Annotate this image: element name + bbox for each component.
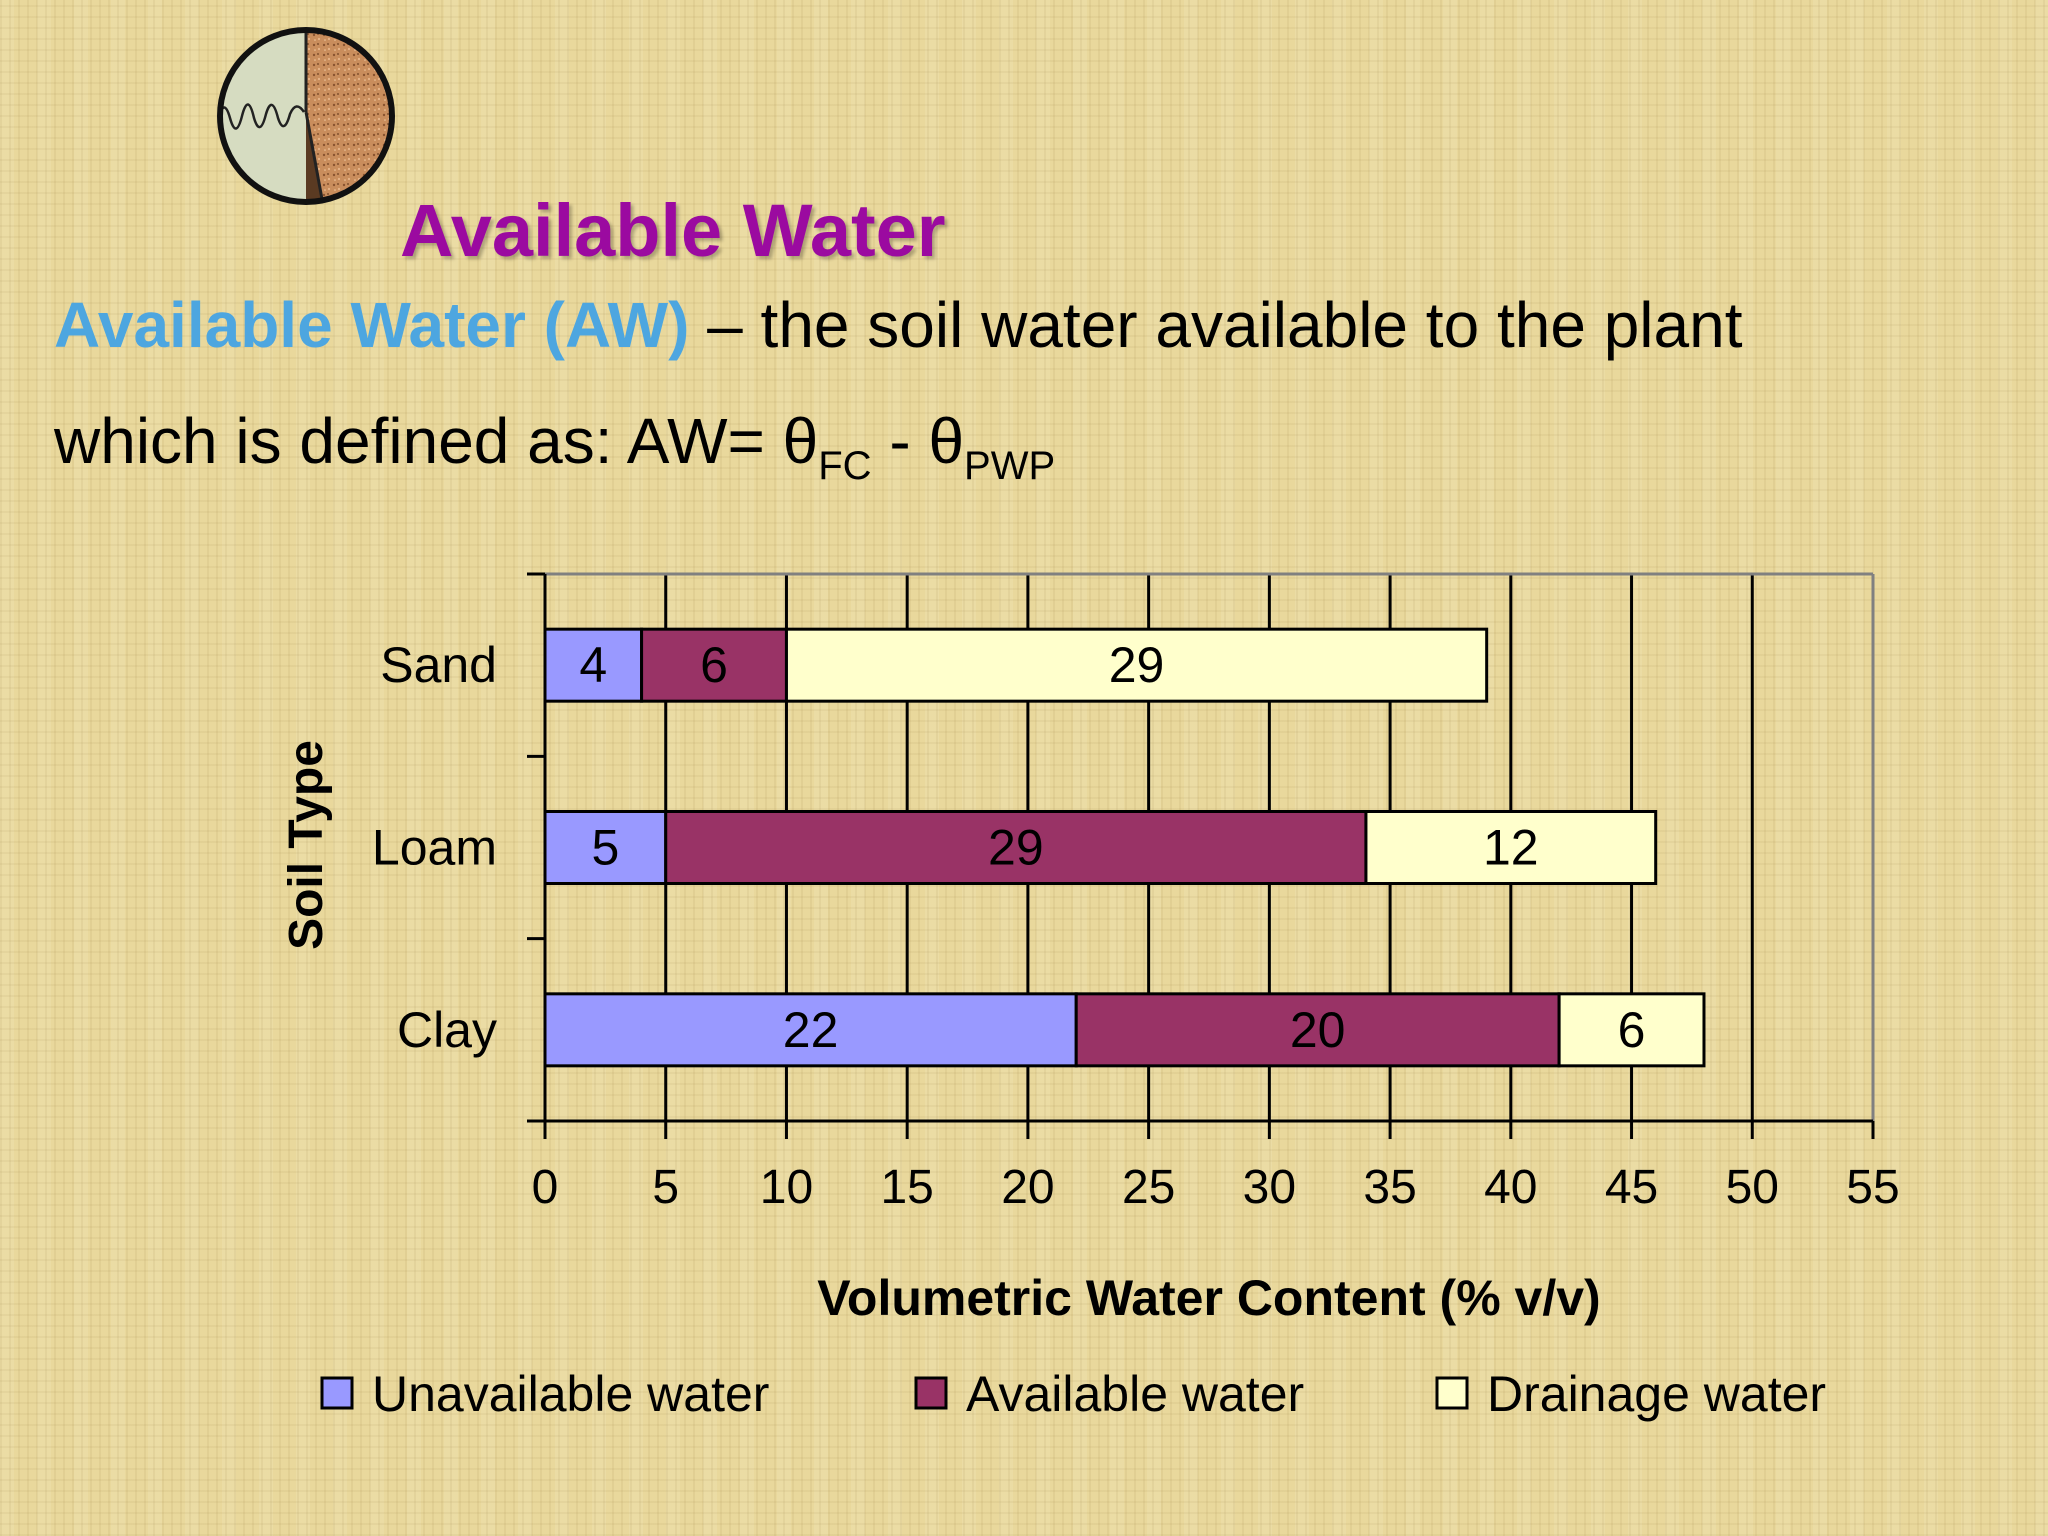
definition-line: Available Water (AW) – the soil water av… xyxy=(54,288,1742,362)
x-tick-label: 50 xyxy=(1726,1161,1779,1214)
data-label: 29 xyxy=(1109,637,1165,693)
category-label: Sand xyxy=(380,637,497,693)
x-tick-label: 35 xyxy=(1363,1161,1416,1214)
x-tick-label: 5 xyxy=(652,1161,679,1214)
legend-label: Drainage water xyxy=(1487,1366,1826,1422)
x-tick-label: 0 xyxy=(532,1161,559,1214)
data-label: 20 xyxy=(1290,1002,1346,1058)
bar-segment xyxy=(640,627,788,703)
bar-segment xyxy=(1074,992,1561,1068)
definition-text: – the soil water available to the plant xyxy=(689,289,1743,361)
data-label: 29 xyxy=(988,820,1044,876)
x-tick-label: 10 xyxy=(760,1161,813,1214)
x-tick-label: 45 xyxy=(1605,1161,1658,1214)
subscript-pwp: PWP xyxy=(964,444,1056,488)
data-label: 12 xyxy=(1483,820,1539,876)
data-label: 6 xyxy=(700,637,728,693)
formula-prefix: which is defined as: AW= θ xyxy=(54,405,819,477)
bar-segment xyxy=(543,627,644,703)
bar-segment xyxy=(1364,810,1658,885)
x-tick-label: 30 xyxy=(1243,1161,1296,1214)
bar-segment xyxy=(543,992,1078,1068)
data-label: 5 xyxy=(591,820,619,876)
category-label: Clay xyxy=(397,1002,497,1058)
x-tick-label: 55 xyxy=(1846,1161,1899,1214)
legend-label: Available water xyxy=(966,1366,1304,1422)
data-label: 6 xyxy=(1618,1002,1646,1058)
slide-title: Available Water xyxy=(400,189,946,272)
bar-segment xyxy=(664,810,1368,885)
subscript-fc: FC xyxy=(818,444,872,488)
formula-minus: - θ xyxy=(871,405,965,477)
bar-segment xyxy=(784,627,1489,703)
data-label: 22 xyxy=(783,1002,839,1058)
formula-line: which is defined as: AW= θFC - θPWP xyxy=(54,404,1055,488)
bar-segment xyxy=(1557,992,1706,1068)
legend-swatch xyxy=(914,1376,948,1410)
y-axis-title: Soil Type xyxy=(280,740,333,950)
x-tick-label: 40 xyxy=(1484,1161,1537,1214)
x-tick-label: 25 xyxy=(1122,1161,1175,1214)
category-label: Loam xyxy=(372,820,497,876)
x-tick-label: 20 xyxy=(1001,1161,1054,1214)
x-axis-title: Volumetric Water Content (% v/v) xyxy=(817,1270,1600,1326)
legend-swatch xyxy=(1435,1376,1469,1410)
legend-swatch xyxy=(320,1376,354,1410)
data-label: 4 xyxy=(579,637,607,693)
soil-water-logo xyxy=(217,27,395,205)
legend-label: Unavailable water xyxy=(372,1366,769,1422)
x-tick-label: 15 xyxy=(880,1161,933,1214)
bar-segment xyxy=(543,810,668,885)
term-highlight: Available Water (AW) xyxy=(54,289,690,361)
